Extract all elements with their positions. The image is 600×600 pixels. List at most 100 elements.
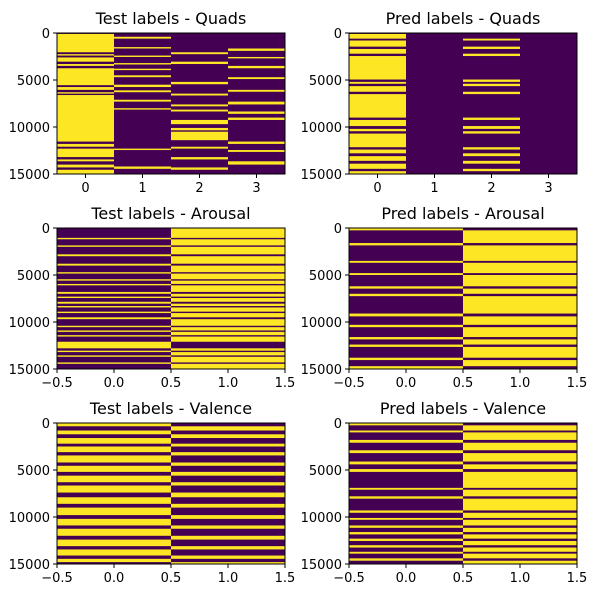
heatmap-cell-col1-9 (463, 346, 577, 358)
x-tick-label: −0.5 (333, 376, 365, 391)
heatmap-cell-col0-8 (349, 128, 406, 132)
heatmap-cell-col1-2 (463, 442, 577, 451)
heatmap-cell-col0-13 (349, 545, 463, 548)
heatmap-cell-col0-18 (57, 355, 171, 357)
heatmap-cell-col1-10 (114, 148, 171, 151)
heatmap-cell-col3-5 (228, 101, 285, 105)
heatmap-cell-col1-4 (463, 464, 577, 470)
heatmap-cell-col0-4 (57, 272, 171, 274)
heatmap-cell-col1-6 (463, 316, 577, 325)
y-tick-label: 15000 (301, 363, 342, 378)
y-tick-label: 0 (42, 222, 50, 237)
heatmap-cell-col0-10 (57, 159, 114, 162)
heatmap-cell-col0-5 (57, 87, 114, 90)
heatmap-cell-col0-3 (57, 446, 171, 453)
x-tick-label: 0.5 (161, 571, 182, 586)
heatmap-cell-col0-3 (349, 450, 463, 454)
heatmap-cell-col2-9 (171, 146, 228, 149)
heatmap-cell-col0-2 (349, 439, 463, 443)
heatmap-cell-col0-1 (57, 430, 171, 435)
heatmap-cell-col1-0 (171, 228, 285, 238)
axes-frame (348, 32, 578, 175)
heatmap-cell-col1-5 (171, 273, 285, 280)
heatmap-cell-col0-6 (57, 92, 114, 94)
heatmap-cell-col0-1 (349, 243, 463, 246)
heatmap-cell-col0-1 (349, 430, 463, 433)
y-tick-label: 10000 (301, 511, 342, 526)
heatmap-cell-col0-5 (349, 86, 406, 92)
heatmap-cell-col0-0 (57, 237, 171, 240)
heatmap-cell-col0-6 (349, 94, 406, 118)
heatmap-cell-col2-5 (463, 91, 520, 95)
heatmap-cell-col1-13 (463, 547, 577, 552)
x-tick-label: 3 (252, 181, 260, 196)
heatmap-cell-col0-4 (349, 81, 406, 84)
heatmap-cell-col1-17 (171, 348, 285, 351)
heatmap-cell-col0-8 (57, 143, 114, 147)
heatmap-cell-col0-13 (349, 171, 406, 174)
subplot-3: Pred labels - Arousal 0 5000 10000 15000−0.5… (301, 204, 588, 391)
heatmap-cell-col1-4 (463, 288, 577, 294)
heatmap-cell-col1-14 (171, 327, 285, 331)
heatmap-cell-col1-15 (463, 560, 577, 564)
heatmap-cell-col1-3 (171, 452, 285, 456)
heatmap-cell-col0-1 (349, 40, 406, 47)
heatmap-cell-col0-11 (57, 528, 171, 536)
heatmap-cell-col0-2 (57, 57, 114, 62)
heatmap-cell-col2-1 (463, 46, 520, 49)
heatmap-cell-col0-16 (57, 341, 171, 349)
heatmap-cell-col0-2 (57, 438, 171, 444)
heatmap-cell-col1-3 (114, 63, 171, 65)
heatmap-cell-col0-13 (57, 325, 171, 328)
heatmap-cell-col0-11 (349, 156, 406, 161)
heatmap-cell-col0-9 (57, 301, 171, 304)
heatmap-cell-col1-8 (114, 99, 171, 102)
heatmap-cell-col1-7 (463, 327, 577, 338)
heatmap-cell-col1-10 (463, 360, 577, 367)
heatmap-cell-col1-1 (114, 47, 171, 49)
heatmap-cell-col2-3 (463, 79, 520, 82)
heatmap-cell-col2-4 (171, 104, 228, 107)
x-tick-label: 0.0 (396, 376, 417, 391)
heatmap-cell-col0-10 (57, 518, 171, 526)
heatmap-cell-col0-11 (57, 311, 171, 314)
heatmap-cell-col1-12 (171, 546, 285, 550)
heatmap-cell-col2-5 (171, 109, 228, 112)
heatmap-cell-col1-11 (171, 535, 285, 540)
heatmap-cell-col0-5 (57, 279, 171, 281)
heatmap-cell-col2-8 (463, 131, 520, 134)
y-tick-label: 5000 (17, 269, 50, 284)
heatmap-cell-col2-3 (171, 93, 228, 96)
y-tick-label: 5000 (309, 74, 342, 89)
heatmap-cell-col0-8 (349, 510, 463, 513)
x-tick-label: −0.5 (41, 571, 73, 586)
heatmap-cell-col1-13 (171, 555, 285, 559)
y-tick-label: 10000 (9, 316, 50, 331)
heatmap-cell-col1-11 (463, 534, 577, 539)
y-tick-label: 15000 (9, 363, 50, 378)
heatmap-cell-col2-6 (463, 117, 520, 120)
heatmap-cell-col1-9 (463, 519, 577, 526)
x-tick-label: 1.0 (510, 571, 531, 586)
heatmap-cell-col1-8 (463, 512, 577, 518)
heatmap-cell-col0-5 (349, 469, 463, 472)
y-tick-label: 0 (42, 417, 50, 432)
heatmap-cell-col0-15 (349, 558, 463, 561)
heatmap-cell-col3-2 (228, 65, 285, 69)
heatmap-cell-col0-14 (349, 551, 463, 554)
heatmap-cell-col2-7 (171, 127, 228, 131)
heatmap-cell-col3-8 (228, 141, 285, 144)
heatmap-cell-col0-4 (57, 455, 171, 463)
heatmap-cell-col1-10 (463, 527, 577, 533)
heatmap-cell-col1-3 (463, 275, 577, 287)
heatmap-cell-col1-0 (114, 36, 171, 39)
heatmap-cell-col1-4 (171, 462, 285, 466)
heatmap-cell-col1-3 (463, 453, 577, 462)
heatmap-cell-col0-5 (349, 293, 463, 297)
x-tick-label: 2 (487, 181, 495, 196)
heatmap-cell-col0-3 (57, 64, 114, 66)
heatmap-cell-col1-6 (114, 84, 171, 88)
heatmap-cell-col1-11 (171, 307, 285, 312)
heatmap-cell-col0-6 (349, 487, 463, 490)
